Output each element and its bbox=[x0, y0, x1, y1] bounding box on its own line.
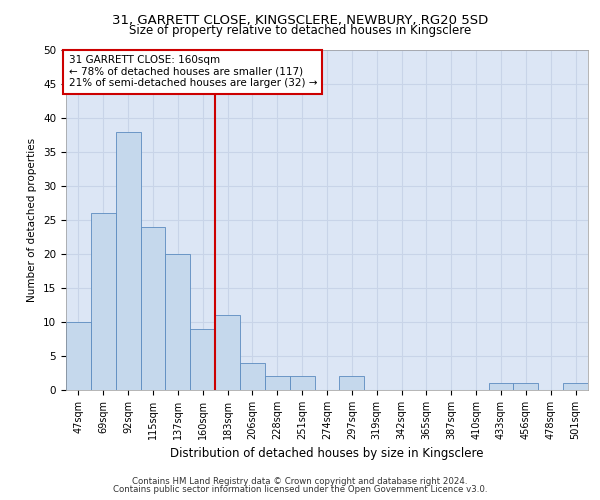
Bar bbox=[66, 322, 91, 390]
Bar bbox=[116, 132, 140, 390]
Text: 31 GARRETT CLOSE: 160sqm
← 78% of detached houses are smaller (117)
21% of semi-: 31 GARRETT CLOSE: 160sqm ← 78% of detach… bbox=[68, 55, 317, 88]
Bar bbox=[340, 376, 364, 390]
Bar bbox=[215, 315, 240, 390]
Text: 31, GARRETT CLOSE, KINGSCLERE, NEWBURY, RG20 5SD: 31, GARRETT CLOSE, KINGSCLERE, NEWBURY, … bbox=[112, 14, 488, 27]
Text: Contains public sector information licensed under the Open Government Licence v3: Contains public sector information licen… bbox=[113, 484, 487, 494]
Bar bbox=[190, 329, 215, 390]
Bar bbox=[265, 376, 290, 390]
Bar bbox=[290, 376, 314, 390]
Y-axis label: Number of detached properties: Number of detached properties bbox=[28, 138, 37, 302]
Text: Contains HM Land Registry data © Crown copyright and database right 2024.: Contains HM Land Registry data © Crown c… bbox=[132, 477, 468, 486]
Bar bbox=[488, 383, 514, 390]
Bar bbox=[514, 383, 538, 390]
Bar bbox=[166, 254, 190, 390]
Bar bbox=[140, 227, 166, 390]
Bar bbox=[91, 213, 116, 390]
Bar bbox=[240, 363, 265, 390]
Text: Size of property relative to detached houses in Kingsclere: Size of property relative to detached ho… bbox=[129, 24, 471, 37]
X-axis label: Distribution of detached houses by size in Kingsclere: Distribution of detached houses by size … bbox=[170, 448, 484, 460]
Bar bbox=[563, 383, 588, 390]
